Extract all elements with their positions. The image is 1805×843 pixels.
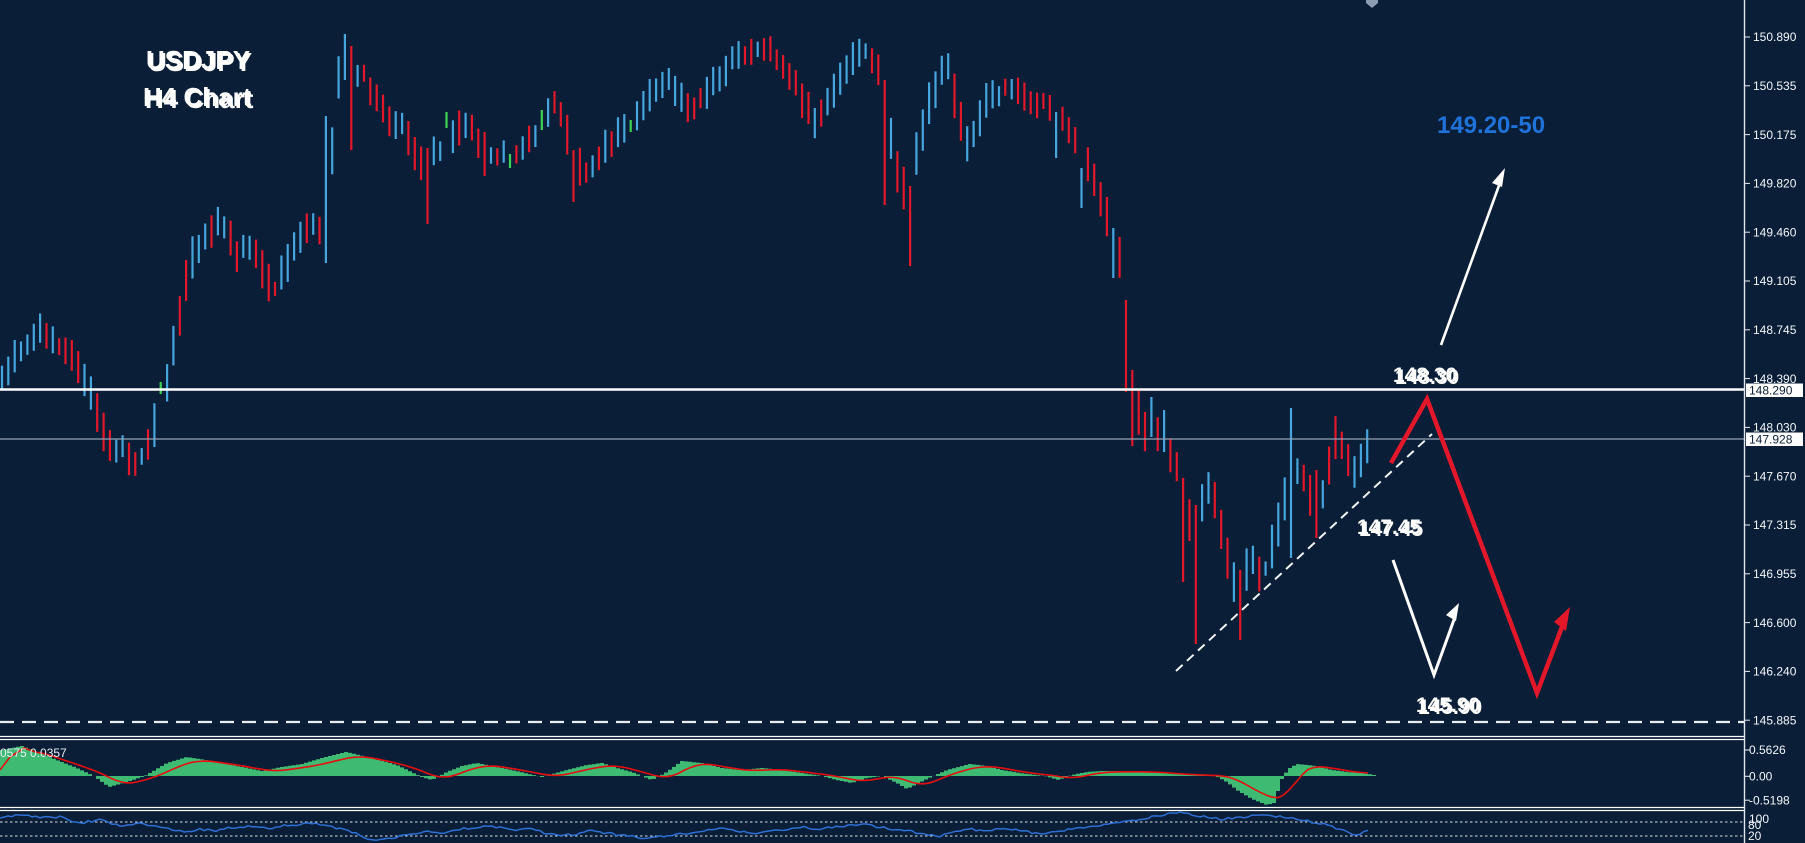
svg-text:149.460: 149.460 [1753,225,1797,239]
svg-text:147.45: 147.45 [1359,518,1424,541]
svg-text:USDJPY: USDJPY [146,45,250,75]
svg-text:146.240: 146.240 [1753,665,1797,679]
svg-text:H4 Chart: H4 Chart [145,84,254,114]
svg-text:0.5626: 0.5626 [1749,743,1786,757]
svg-text:147.45: 147.45 [1357,516,1422,539]
svg-text:148.290: 148.290 [1749,384,1793,398]
svg-text:H4 Chart: H4 Chart [143,82,252,112]
svg-text:145.885: 145.885 [1753,713,1797,727]
svg-text:145.90: 145.90 [1416,694,1480,717]
svg-text:0.00: 0.00 [1749,770,1773,784]
svg-text:0575 0.0357: 0575 0.0357 [0,746,67,760]
svg-text:-0.5198: -0.5198 [1749,793,1790,807]
svg-text:146.600: 146.600 [1753,616,1797,630]
svg-text:147.670: 147.670 [1753,469,1797,483]
svg-text:150.535: 150.535 [1753,79,1797,93]
svg-text:146.955: 146.955 [1753,567,1797,581]
svg-text:147.928: 147.928 [1749,433,1793,447]
svg-text:148.390: 148.390 [1753,372,1797,386]
svg-text:148.30: 148.30 [1395,366,1459,389]
svg-text:149.20-50: 149.20-50 [1437,112,1545,139]
svg-text:100: 100 [1749,812,1769,826]
svg-text:80: 80 [1748,818,1762,832]
svg-text:149.105: 149.105 [1753,274,1797,288]
svg-text:148.745: 148.745 [1753,323,1797,337]
svg-text:20: 20 [1748,829,1762,843]
svg-text:148.030: 148.030 [1753,421,1797,435]
svg-text:147.315: 147.315 [1753,518,1797,532]
svg-text:150.175: 150.175 [1753,128,1797,142]
svg-text:145.90: 145.90 [1418,696,1482,719]
svg-text:150.890: 150.890 [1753,30,1797,44]
svg-text:148.30: 148.30 [1393,364,1457,387]
svg-text:149.820: 149.820 [1753,177,1797,191]
svg-text:USDJPY: USDJPY [148,47,252,77]
